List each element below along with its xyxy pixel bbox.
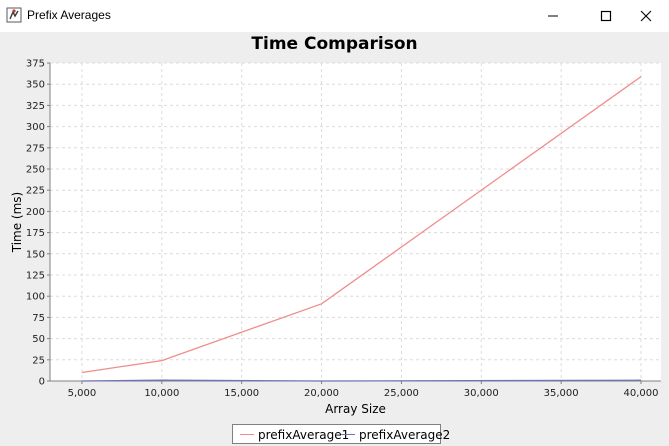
y-tick-label: 175 bbox=[26, 228, 45, 239]
x-axis-label: Array Size bbox=[325, 402, 386, 416]
y-tick-label: 275 bbox=[26, 143, 45, 154]
close-button[interactable] bbox=[623, 0, 669, 32]
y-tick-label: 250 bbox=[26, 165, 45, 176]
x-tick-label: 40,000 bbox=[624, 388, 659, 399]
java-app-icon bbox=[6, 7, 22, 23]
legend-label-prefixaverage2: prefixAverage2 bbox=[359, 428, 451, 442]
plot-area bbox=[50, 63, 661, 381]
window-title: Prefix Averages bbox=[27, 8, 111, 22]
minimize-icon bbox=[548, 15, 558, 17]
x-tick-label: 5,000 bbox=[68, 388, 97, 399]
series-line-prefixaverage1 bbox=[81, 76, 642, 374]
y-tick-label: 75 bbox=[32, 313, 45, 324]
y-tick-label: 25 bbox=[32, 355, 45, 366]
y-axis-label: Time (ms) bbox=[10, 192, 24, 254]
legend-swatch-prefixaverage1 bbox=[240, 434, 254, 435]
x-tick-label: 25,000 bbox=[384, 388, 419, 399]
y-tick-label: 350 bbox=[26, 80, 45, 91]
x-tick-label: 35,000 bbox=[544, 388, 579, 399]
y-tick-label: 125 bbox=[26, 271, 45, 282]
x-tick-label: 30,000 bbox=[464, 388, 499, 399]
legend-item-prefixaverage2: prefixAverage2 bbox=[341, 428, 450, 442]
chart-legend: prefixAverage1 prefixAverage2 bbox=[232, 424, 450, 444]
y-tick-label: 300 bbox=[26, 122, 45, 133]
maximize-icon bbox=[600, 10, 612, 22]
y-tick-label: 50 bbox=[32, 334, 45, 345]
y-tick-label: 375 bbox=[26, 59, 45, 70]
minimize-button[interactable] bbox=[530, 0, 576, 32]
title-bar[interactable]: Prefix Averages bbox=[0, 0, 669, 32]
legend-item-prefixaverage1: prefixAverage1 bbox=[240, 428, 349, 442]
maximize-button[interactable] bbox=[583, 0, 629, 32]
x-tick-label: 10,000 bbox=[144, 388, 179, 399]
chart-title: Time Comparison bbox=[251, 34, 418, 54]
legend-swatch-prefixaverage2 bbox=[341, 434, 355, 435]
y-tick-label: 325 bbox=[26, 101, 45, 112]
x-tick-label: 15,000 bbox=[224, 388, 259, 399]
series-line-prefixaverage2 bbox=[81, 379, 642, 382]
y-tick-label: 225 bbox=[26, 186, 45, 197]
x-tick-label: 20,000 bbox=[304, 388, 339, 399]
legend-label-prefixaverage1: prefixAverage1 bbox=[258, 428, 350, 442]
y-tick-label: 150 bbox=[26, 249, 45, 260]
y-tick-label: 0 bbox=[39, 377, 45, 388]
close-icon bbox=[640, 10, 652, 22]
y-tick-label: 100 bbox=[26, 292, 45, 303]
y-tick-label: 200 bbox=[26, 207, 45, 218]
